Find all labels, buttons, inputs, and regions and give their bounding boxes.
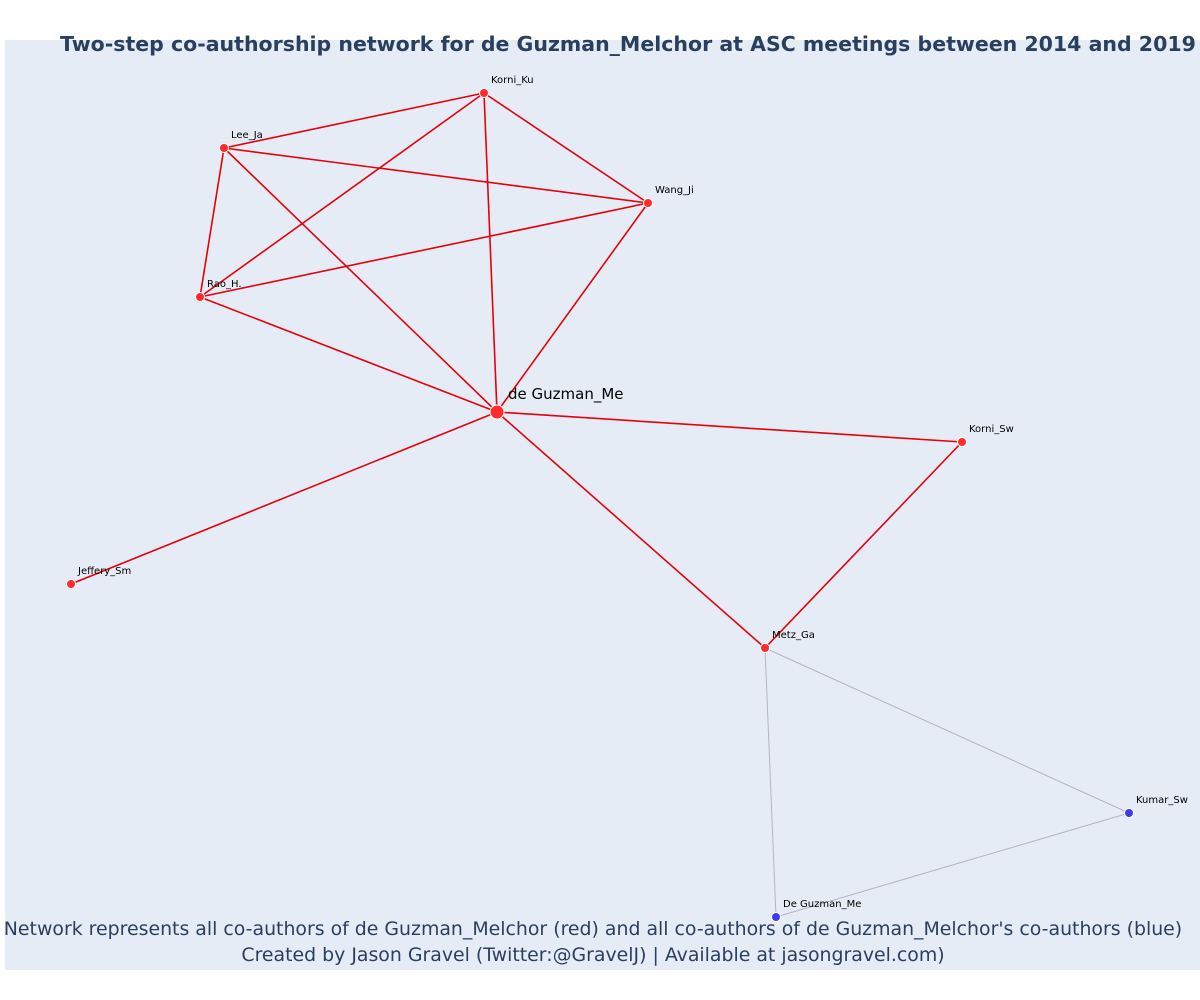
edges-layer	[70, 92, 1130, 918]
edge-lee-ja--de-guzman-me	[223, 147, 498, 413]
node-korni-ku[interactable]	[479, 88, 489, 98]
node-label-kumar-sw: Kumar_Sw	[1136, 795, 1188, 806]
edge-lee-ja--wang-ji	[223, 147, 649, 204]
caption-line-2: Created by Jason Gravel (Twitter:@Gravel…	[241, 944, 945, 966]
node-label-wang-ji: Wang_Ji	[655, 185, 694, 196]
node-label-de-guzman-me: de Guzman_Me	[508, 385, 624, 404]
caption-line-1: Network represents all co-authors of de …	[3, 918, 1183, 940]
node-lee-ja[interactable]	[219, 143, 229, 153]
edge-korni-sw--metz-ga	[764, 441, 963, 649]
node-jeffery-sm[interactable]	[66, 579, 76, 589]
node-de-guzman-me[interactable]	[489, 404, 505, 420]
chart-caption: Network represents all co-authors of de …	[0, 916, 1186, 968]
edge-de-guzman-me--korni-sw	[496, 411, 963, 443]
edge-kumar-sw--de-guzman-me	[775, 812, 1130, 918]
chart-title: Two-step co-authorship network for de Gu…	[60, 32, 1196, 56]
edge-de-guzman-me--jeffery-sm	[70, 411, 498, 585]
nodes-layer	[66, 88, 1134, 922]
edge-metz-ga--de-guzman-me	[764, 647, 777, 918]
edge-rao-h--de-guzman-me	[199, 296, 498, 413]
edge-korni-ku--wang-ji	[483, 92, 649, 204]
edge-wang-ji--de-guzman-me	[496, 202, 649, 413]
edge-korni-ku--rao-h	[199, 92, 485, 298]
edge-lee-ja--rao-h	[199, 147, 225, 298]
edge-metz-ga--kumar-sw	[764, 647, 1130, 814]
node-kumar-sw[interactable]	[1124, 808, 1134, 818]
node-de-guzman-me[interactable]	[771, 912, 781, 922]
node-label-korni-ku: Korni_Ku	[491, 75, 534, 86]
node-label-metz-ga: Metz_Ga	[772, 630, 815, 641]
node-metz-ga[interactable]	[760, 643, 770, 653]
edge-wang-ji--rao-h	[199, 202, 649, 298]
node-label-lee-ja: Lee_Ja	[231, 130, 263, 141]
node-korni-sw[interactable]	[957, 437, 967, 447]
node-label-de-guzman-me: De Guzman_Me	[783, 899, 861, 910]
node-rao-h[interactable]	[195, 292, 205, 302]
edge-korni-ku--lee-ja	[223, 92, 485, 149]
node-label-rao-h: Rao_H.	[207, 279, 242, 290]
edge-korni-ku--de-guzman-me	[483, 92, 498, 413]
node-wang-ji[interactable]	[643, 198, 653, 208]
node-label-korni-sw: Korni_Sw	[969, 424, 1014, 435]
edge-de-guzman-me--metz-ga	[496, 411, 766, 649]
node-label-jeffery-sm: Jeffery_Sm	[77, 566, 131, 577]
labels-layer: de Guzman_Me Korni_Ku Lee_Ja Wang_Ji Rao_H. K…	[77, 75, 1188, 910]
